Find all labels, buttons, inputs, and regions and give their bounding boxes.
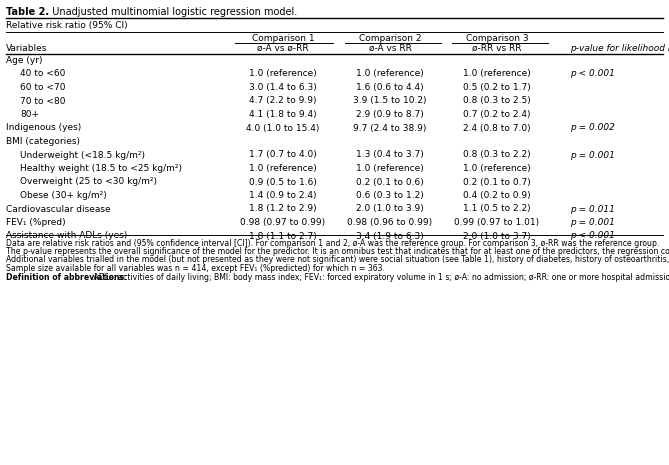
- Text: 80+: 80+: [20, 110, 39, 119]
- Text: Comparison 2: Comparison 2: [359, 34, 421, 43]
- Text: 1.0 (reference): 1.0 (reference): [356, 69, 424, 79]
- Text: 2.0 (1.0 to 3.7): 2.0 (1.0 to 3.7): [463, 232, 531, 240]
- Text: 9.7 (2.4 to 38.9): 9.7 (2.4 to 38.9): [353, 124, 427, 133]
- Text: 4.0 (1.0 to 15.4): 4.0 (1.0 to 15.4): [246, 124, 320, 133]
- Text: 4.1 (1.8 to 9.4): 4.1 (1.8 to 9.4): [249, 110, 317, 119]
- Text: Unadjusted multinomial logistic regression model.: Unadjusted multinomial logistic regressi…: [46, 7, 297, 17]
- Text: ø-A vs ø-RR: ø-A vs ø-RR: [257, 44, 309, 53]
- Text: 0.8 (0.3 to 2.5): 0.8 (0.3 to 2.5): [463, 97, 531, 106]
- Text: 0.2 (0.1 to 0.7): 0.2 (0.1 to 0.7): [463, 178, 531, 186]
- Text: Relative risk ratio (95% CI): Relative risk ratio (95% CI): [6, 21, 128, 30]
- Text: ø-RR vs RR: ø-RR vs RR: [472, 44, 522, 53]
- Text: 60 to <70: 60 to <70: [20, 83, 66, 92]
- Text: 70 to <80: 70 to <80: [20, 97, 66, 106]
- Text: p-value for likelihood ratio: p-value for likelihood ratio: [570, 44, 669, 53]
- Text: 1.8 (1.2 to 2.9): 1.8 (1.2 to 2.9): [249, 205, 317, 213]
- Text: 0.4 (0.2 to 0.9): 0.4 (0.2 to 0.9): [463, 191, 531, 200]
- Text: 1.3 (0.4 to 3.7): 1.3 (0.4 to 3.7): [356, 151, 424, 159]
- Text: Definition of abbreviations:: Definition of abbreviations:: [6, 272, 127, 281]
- Text: 0.7 (0.2 to 2.4): 0.7 (0.2 to 2.4): [463, 110, 531, 119]
- Text: 0.2 (0.1 to 0.6): 0.2 (0.1 to 0.6): [356, 178, 424, 186]
- Text: BMI (categories): BMI (categories): [6, 137, 80, 146]
- Text: Healthy weight (18.5 to <25 kg/m²): Healthy weight (18.5 to <25 kg/m²): [20, 164, 182, 173]
- Text: 0.9 (0.5 to 1.6): 0.9 (0.5 to 1.6): [249, 178, 317, 186]
- Text: 1.0 (reference): 1.0 (reference): [463, 164, 531, 173]
- Text: 2.9 (0.9 to 8.7): 2.9 (0.9 to 8.7): [356, 110, 424, 119]
- Text: 3.9 (1.5 to 10.2): 3.9 (1.5 to 10.2): [353, 97, 427, 106]
- Text: Data are relative risk ratios and (95% confidence interval [CI]). For comparison: Data are relative risk ratios and (95% c…: [6, 239, 660, 247]
- Text: ø-A vs RR: ø-A vs RR: [369, 44, 411, 53]
- Text: Assistance with ADLs (yes): Assistance with ADLs (yes): [6, 232, 127, 240]
- Text: p = 0.001: p = 0.001: [570, 151, 615, 159]
- Text: 1.1 (0.5 to 2.2): 1.1 (0.5 to 2.2): [463, 205, 531, 213]
- Text: Additional variables trialled in the model (but not presented as they were not s: Additional variables trialled in the mod…: [6, 255, 669, 265]
- Text: 1.7 (0.7 to 4.0): 1.7 (0.7 to 4.0): [249, 151, 317, 159]
- Text: 1.0 (reference): 1.0 (reference): [356, 164, 424, 173]
- Text: p = 0.011: p = 0.011: [570, 205, 615, 213]
- Text: 3.4 (1.9 to 6.3): 3.4 (1.9 to 6.3): [356, 232, 424, 240]
- Text: 40 to <60: 40 to <60: [20, 69, 66, 79]
- Text: Variables: Variables: [6, 44, 47, 53]
- Text: Comparison 3: Comparison 3: [466, 34, 529, 43]
- Text: 2.0 (1.0 to 3.9): 2.0 (1.0 to 3.9): [356, 205, 424, 213]
- Text: 1.0 (reference): 1.0 (reference): [463, 69, 531, 79]
- Text: 1.6 (0.6 to 4.4): 1.6 (0.6 to 4.4): [356, 83, 424, 92]
- Text: 0.5 (0.2 to 1.7): 0.5 (0.2 to 1.7): [463, 83, 531, 92]
- Text: 1.0 (reference): 1.0 (reference): [249, 69, 317, 79]
- Text: 4.7 (2.2 to 9.9): 4.7 (2.2 to 9.9): [250, 97, 316, 106]
- Text: 1.4 (0.9 to 2.4): 1.4 (0.9 to 2.4): [250, 191, 316, 200]
- Text: p = 0.002: p = 0.002: [570, 124, 615, 133]
- Text: Table 2.: Table 2.: [6, 7, 49, 17]
- Text: Age (yr): Age (yr): [6, 56, 43, 65]
- Text: Comparison 1: Comparison 1: [252, 34, 314, 43]
- Text: Cardiovascular disease: Cardiovascular disease: [6, 205, 110, 213]
- Text: ADLs: activities of daily living; BMI: body mass index; FEV₁: forced expiratory : ADLs: activities of daily living; BMI: b…: [92, 272, 669, 281]
- Text: p < 0.001: p < 0.001: [570, 69, 615, 79]
- Text: Indigenous (yes): Indigenous (yes): [6, 124, 81, 133]
- Text: 1.8 (1.1 to 2.7): 1.8 (1.1 to 2.7): [249, 232, 317, 240]
- Text: p < 0.001: p < 0.001: [570, 232, 615, 240]
- Text: Underweight (<18.5 kg/m²): Underweight (<18.5 kg/m²): [20, 151, 145, 159]
- Text: Obese (30+ kg/m²): Obese (30+ kg/m²): [20, 191, 107, 200]
- Text: Sample size available for all variables was n = 414, except FEV₁ (%predicted) fo: Sample size available for all variables …: [6, 264, 385, 273]
- Text: The p-value represents the overall significance of the model for the predictor. : The p-value represents the overall signi…: [6, 247, 669, 256]
- Text: 2.4 (0.8 to 7.0): 2.4 (0.8 to 7.0): [463, 124, 531, 133]
- Text: 0.98 (0.97 to 0.99): 0.98 (0.97 to 0.99): [240, 218, 326, 227]
- Text: p = 0.001: p = 0.001: [570, 218, 615, 227]
- Text: 0.6 (0.3 to 1.2): 0.6 (0.3 to 1.2): [356, 191, 424, 200]
- Text: 0.99 (0.97 to 1.01): 0.99 (0.97 to 1.01): [454, 218, 540, 227]
- Text: 0.8 (0.3 to 2.2): 0.8 (0.3 to 2.2): [463, 151, 531, 159]
- Text: 1.0 (reference): 1.0 (reference): [249, 164, 317, 173]
- Text: 0.98 (0.96 to 0.99): 0.98 (0.96 to 0.99): [347, 218, 433, 227]
- Text: 3.0 (1.4 to 6.3): 3.0 (1.4 to 6.3): [249, 83, 317, 92]
- Text: Overweight (25 to <30 kg/m²): Overweight (25 to <30 kg/m²): [20, 178, 157, 186]
- Text: FEV₁ (%pred): FEV₁ (%pred): [6, 218, 66, 227]
